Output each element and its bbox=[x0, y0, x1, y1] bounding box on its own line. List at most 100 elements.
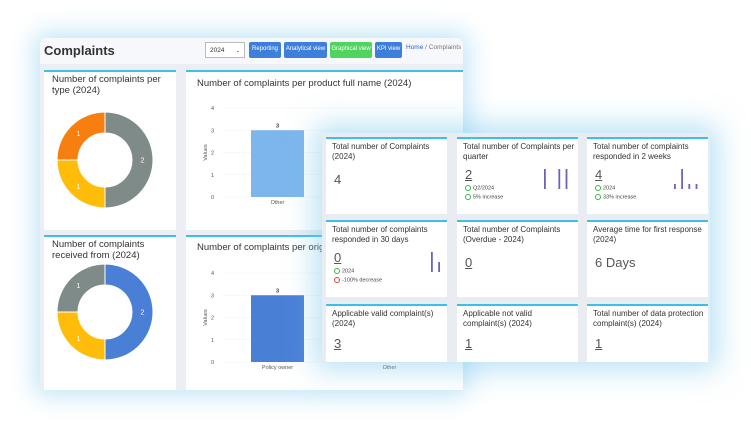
y-axis-label: Values bbox=[203, 144, 209, 161]
x-tick-label: Other bbox=[383, 365, 397, 371]
spark-bar bbox=[695, 184, 698, 189]
kpi-change: 5% increase bbox=[465, 194, 503, 200]
kpi-button[interactable]: KPI view bbox=[375, 42, 402, 58]
sparkline bbox=[431, 252, 440, 272]
kpi-title: Total number of Complaints (Overdue - 20… bbox=[463, 225, 561, 244]
change-text: 5% increase bbox=[473, 194, 504, 201]
kpi-value[interactable]: 1 bbox=[595, 336, 603, 351]
donut-segment bbox=[104, 263, 154, 361]
y-tick-label: 2 bbox=[211, 316, 214, 322]
page-title: Complaints bbox=[44, 43, 115, 58]
y-tick-label: 1 bbox=[211, 173, 214, 179]
panel-title: Number of complaints per type (2024) bbox=[52, 74, 161, 96]
bar-value-label: 3 bbox=[276, 123, 279, 129]
spark-bar bbox=[681, 169, 683, 189]
x-tick-label: Other bbox=[271, 200, 285, 206]
bar bbox=[251, 130, 304, 197]
donut-segment bbox=[56, 311, 106, 361]
donut-segment bbox=[56, 263, 106, 313]
kpi-card: Average time for first response (2024) 6 … bbox=[587, 220, 708, 297]
kpi-card: Total number of data protection complain… bbox=[587, 304, 708, 362]
kpi-title: Average time for first response (2024) bbox=[593, 225, 702, 244]
y-tick-label: 1 bbox=[211, 338, 214, 344]
reporting-button[interactable]: Reporting bbox=[249, 42, 281, 58]
sparkline bbox=[674, 169, 698, 189]
donut-segment bbox=[56, 159, 106, 209]
kpi-card: Total number of Complaints per quarter 2 Q… bbox=[457, 137, 578, 214]
kpi-overlay: Total number of Complaints (2024) 4 Total … bbox=[322, 133, 710, 362]
period-text: Q2/2024 bbox=[473, 185, 495, 192]
bar bbox=[251, 295, 304, 362]
kpi-value[interactable]: 0 bbox=[334, 250, 342, 265]
spark-bar bbox=[565, 169, 568, 189]
graphical-button[interactable]: Graphical view bbox=[330, 42, 372, 58]
bar-value-label: 3 bbox=[276, 288, 279, 294]
panel-title: Number of complaints received from (2024… bbox=[52, 239, 145, 261]
segment-label: 1 bbox=[77, 131, 81, 138]
kpi-card: Total number of Complaints (2024) 4 bbox=[326, 137, 447, 214]
segment-label: 1 bbox=[77, 184, 81, 191]
period-icon bbox=[334, 268, 340, 274]
spark-bar bbox=[674, 184, 676, 189]
kpi-title: Total number of Complaints per quarter bbox=[463, 142, 575, 161]
period-text: 2024 bbox=[342, 268, 355, 275]
period-text: 2024 bbox=[603, 185, 616, 192]
breadcrumb-sep: / bbox=[425, 44, 427, 51]
year-value: 2024 bbox=[210, 47, 225, 54]
kpi-value[interactable]: 1 bbox=[465, 336, 473, 351]
breadcrumb: Home / Complaints bbox=[406, 44, 461, 51]
period-icon bbox=[465, 185, 471, 191]
y-tick-label: 3 bbox=[211, 128, 214, 134]
kpi-card: Total number of complaints responded in … bbox=[326, 220, 447, 297]
kpi-title: Total number of complaints responded in … bbox=[593, 142, 689, 161]
breadcrumb-home[interactable]: Home bbox=[406, 44, 424, 51]
kpi-value[interactable]: 4 bbox=[595, 167, 603, 182]
y-tick-label: 2 bbox=[211, 151, 214, 157]
kpi-period: 2024 bbox=[595, 185, 615, 191]
kpi-title: Applicable valid complaint(s) (2024) bbox=[332, 309, 434, 328]
breadcrumb-current: Complaints bbox=[428, 44, 462, 51]
y-tick-label: 4 bbox=[211, 271, 214, 277]
kpi-value: 4 bbox=[334, 172, 342, 187]
change-text: -100% decrease bbox=[342, 277, 383, 284]
kpi-period: 2024 bbox=[334, 268, 354, 274]
segment-label: 1 bbox=[77, 283, 81, 290]
kpi-change: 33% increase bbox=[595, 194, 636, 200]
y-tick-label: 0 bbox=[211, 195, 214, 201]
donut-segment bbox=[104, 111, 154, 209]
segment-label: 2 bbox=[141, 310, 145, 317]
change-icon bbox=[595, 194, 601, 200]
kpi-title: Total number of complaints responded in … bbox=[332, 225, 428, 244]
analytical-button[interactable]: Analytical view bbox=[284, 42, 327, 58]
y-tick-label: 0 bbox=[211, 360, 214, 366]
kpi-value[interactable]: 3 bbox=[334, 336, 342, 351]
kpi-value: 6 Days bbox=[595, 255, 636, 270]
segment-label: 1 bbox=[77, 336, 81, 343]
kpi-card: Total number of complaints responded in … bbox=[587, 137, 708, 214]
y-tick-label: 4 bbox=[211, 106, 214, 112]
spark-bar bbox=[544, 169, 546, 189]
kpi-card: Applicable not valid complaint(s) (2024)… bbox=[457, 304, 578, 362]
kpi-value[interactable]: 0 bbox=[465, 255, 473, 270]
sparkline bbox=[544, 169, 568, 189]
kpi-title: Total number of data protection complain… bbox=[593, 309, 704, 328]
spark-bar bbox=[431, 252, 433, 272]
change-icon bbox=[334, 277, 340, 283]
kpi-value[interactable]: 2 bbox=[465, 167, 473, 182]
kpi-title: Applicable not valid complaint(s) (2024) bbox=[463, 309, 532, 328]
spark-bar bbox=[438, 262, 440, 272]
panel-title: Number of complaints per original bbox=[197, 242, 340, 253]
kpi-title: Total number of Complaints (2024) bbox=[332, 142, 430, 161]
spark-bar bbox=[558, 169, 561, 189]
change-text: 33% increase bbox=[603, 194, 637, 201]
y-tick-label: 3 bbox=[211, 293, 214, 299]
donut-segment bbox=[56, 111, 106, 161]
kpi-period: Q2/2024 bbox=[465, 185, 494, 191]
segment-label: 2 bbox=[141, 158, 145, 165]
x-tick-label: Policy owner bbox=[262, 365, 293, 371]
change-icon bbox=[465, 194, 471, 200]
year-select[interactable]: 2024 ⌄ bbox=[205, 42, 245, 58]
kpi-card: Total number of Complaints (Overdue - 20… bbox=[457, 220, 578, 297]
